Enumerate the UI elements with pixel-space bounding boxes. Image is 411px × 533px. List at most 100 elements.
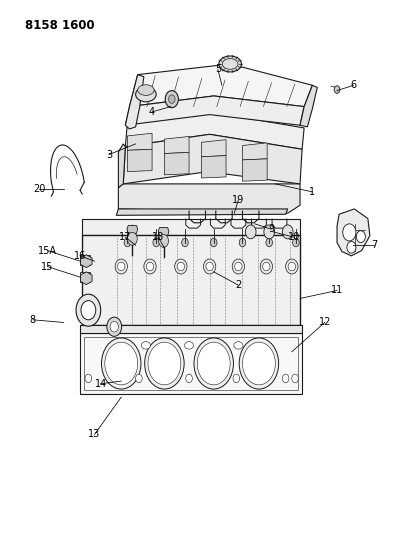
Polygon shape: [158, 228, 169, 236]
Polygon shape: [125, 112, 304, 149]
Polygon shape: [82, 219, 300, 235]
Ellipse shape: [177, 262, 185, 271]
Ellipse shape: [234, 342, 243, 349]
Circle shape: [105, 342, 138, 385]
Circle shape: [153, 238, 159, 247]
Text: 1: 1: [309, 187, 315, 197]
Circle shape: [197, 342, 230, 385]
Ellipse shape: [185, 342, 194, 349]
Text: 17: 17: [119, 232, 132, 242]
Circle shape: [242, 342, 275, 385]
Circle shape: [239, 238, 246, 247]
Polygon shape: [164, 136, 189, 154]
Ellipse shape: [175, 259, 187, 274]
Text: 10: 10: [288, 232, 300, 242]
Polygon shape: [116, 209, 288, 215]
Polygon shape: [337, 209, 370, 256]
Ellipse shape: [263, 262, 270, 271]
Polygon shape: [118, 184, 300, 213]
Polygon shape: [82, 235, 300, 325]
Circle shape: [343, 224, 356, 241]
Text: 4: 4: [149, 107, 155, 117]
Polygon shape: [242, 143, 267, 160]
Text: 16: 16: [74, 251, 86, 261]
Circle shape: [239, 338, 279, 389]
Circle shape: [182, 238, 188, 247]
Polygon shape: [118, 144, 125, 188]
Polygon shape: [300, 85, 317, 127]
Circle shape: [356, 231, 365, 243]
Text: 9: 9: [268, 224, 274, 234]
Text: 20: 20: [33, 184, 45, 194]
Ellipse shape: [219, 56, 242, 72]
Circle shape: [169, 95, 175, 103]
Ellipse shape: [288, 262, 296, 271]
Polygon shape: [80, 333, 302, 394]
Text: 5: 5: [215, 64, 221, 74]
Text: 15: 15: [41, 262, 53, 271]
Polygon shape: [125, 75, 144, 129]
Polygon shape: [164, 152, 189, 175]
Circle shape: [148, 342, 181, 385]
Ellipse shape: [146, 262, 154, 271]
Polygon shape: [80, 255, 90, 265]
Polygon shape: [127, 225, 138, 233]
Ellipse shape: [222, 59, 238, 69]
Ellipse shape: [235, 262, 242, 271]
Text: 8: 8: [30, 315, 36, 325]
Circle shape: [124, 238, 131, 247]
Ellipse shape: [118, 262, 125, 271]
Polygon shape: [127, 133, 152, 150]
Text: 14: 14: [95, 379, 107, 389]
Text: 7: 7: [371, 240, 377, 250]
Circle shape: [81, 301, 96, 320]
Polygon shape: [80, 272, 90, 282]
Circle shape: [76, 294, 101, 326]
Circle shape: [159, 235, 169, 247]
Ellipse shape: [203, 259, 216, 274]
Text: 2: 2: [235, 280, 242, 290]
Text: 6: 6: [351, 80, 356, 90]
Circle shape: [85, 374, 92, 383]
Circle shape: [282, 374, 289, 383]
Text: 8158 1600: 8158 1600: [25, 19, 94, 31]
Circle shape: [186, 374, 192, 383]
Text: 19: 19: [232, 195, 245, 205]
Circle shape: [293, 238, 299, 247]
Circle shape: [292, 374, 298, 383]
Ellipse shape: [286, 259, 298, 274]
Ellipse shape: [232, 259, 245, 274]
Circle shape: [245, 225, 256, 239]
Circle shape: [165, 91, 178, 108]
Polygon shape: [80, 325, 302, 333]
Polygon shape: [129, 64, 312, 107]
Text: 3: 3: [106, 150, 112, 159]
Polygon shape: [201, 140, 226, 157]
Circle shape: [233, 374, 240, 383]
Circle shape: [194, 338, 233, 389]
Circle shape: [264, 225, 275, 239]
Ellipse shape: [138, 85, 154, 95]
Circle shape: [266, 238, 272, 247]
Text: 11: 11: [331, 286, 343, 295]
Circle shape: [127, 232, 137, 245]
Text: 15A: 15A: [38, 246, 57, 255]
Circle shape: [136, 374, 142, 383]
Ellipse shape: [260, 259, 272, 274]
Circle shape: [110, 321, 118, 332]
Ellipse shape: [136, 87, 156, 102]
Polygon shape: [127, 149, 152, 172]
Circle shape: [145, 338, 184, 389]
Ellipse shape: [144, 259, 156, 274]
Circle shape: [210, 238, 217, 247]
Polygon shape: [81, 255, 92, 268]
Polygon shape: [123, 134, 302, 184]
Circle shape: [102, 338, 141, 389]
Polygon shape: [81, 272, 92, 285]
Text: 18: 18: [152, 232, 164, 242]
Polygon shape: [201, 156, 226, 178]
Circle shape: [347, 241, 356, 253]
Circle shape: [334, 86, 340, 93]
Ellipse shape: [115, 259, 127, 274]
Polygon shape: [242, 159, 267, 181]
